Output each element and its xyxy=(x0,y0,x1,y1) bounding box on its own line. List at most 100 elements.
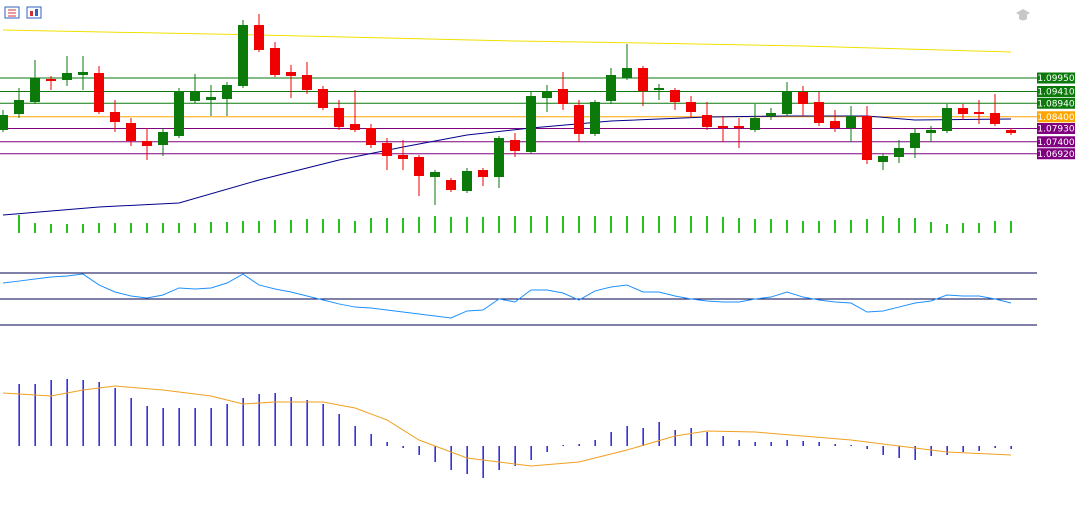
macd-bar xyxy=(354,426,356,446)
macd-bar xyxy=(818,442,820,446)
volume-bar xyxy=(850,220,852,233)
candle-body xyxy=(398,155,408,159)
macd-bar xyxy=(962,446,964,452)
candle-body xyxy=(558,89,568,104)
macd-bar xyxy=(610,432,612,446)
volume-bar xyxy=(130,223,132,233)
moving-average xyxy=(2,29,1012,53)
candle-body xyxy=(718,126,728,128)
macd-bar xyxy=(402,446,404,448)
volume-bar xyxy=(882,216,884,233)
level-label: 1.08400 xyxy=(1037,113,1074,123)
macd-bar xyxy=(786,440,788,446)
macd-bar xyxy=(322,404,324,446)
candle-body xyxy=(894,148,904,157)
macd-bar xyxy=(706,432,708,446)
candle-body xyxy=(0,115,8,130)
volume-bar xyxy=(834,220,836,233)
macd-bar xyxy=(866,446,868,449)
candle-body xyxy=(94,73,104,112)
volume-bar xyxy=(482,217,484,233)
macd-bar xyxy=(658,422,660,446)
volume-bar xyxy=(322,219,324,233)
candle-body xyxy=(142,141,152,146)
level-label-box xyxy=(1037,111,1075,123)
candle-body xyxy=(30,78,40,102)
candle-body xyxy=(478,170,488,177)
volume-bar xyxy=(162,223,164,233)
level-label-box xyxy=(1037,72,1075,84)
volume-bar xyxy=(962,223,964,233)
academy-icon-base xyxy=(1019,15,1027,21)
candle-body xyxy=(174,92,184,136)
list-icon[interactable] xyxy=(4,6,20,19)
macd-bar xyxy=(242,398,244,446)
candle-body xyxy=(494,138,504,177)
macd-bar xyxy=(466,446,468,474)
candle-body xyxy=(366,128,376,145)
candle-body xyxy=(510,140,520,151)
candle-body xyxy=(414,157,424,176)
macd-bar xyxy=(690,428,692,446)
volume-bar xyxy=(98,223,100,233)
volume-bar xyxy=(546,216,548,233)
volume-bar xyxy=(418,217,420,233)
volume-bar xyxy=(50,224,52,233)
macd-bar xyxy=(450,446,452,470)
volume-bar xyxy=(34,223,36,233)
macd-bar xyxy=(514,446,516,466)
volume-bar xyxy=(946,224,948,233)
volume-bar xyxy=(386,218,388,233)
volume-bar xyxy=(818,221,820,233)
level-label-box xyxy=(1037,86,1075,97)
candle-body xyxy=(302,75,312,90)
toolbar-icons xyxy=(4,6,1030,21)
macd-bar xyxy=(546,446,548,452)
candle-body xyxy=(1006,130,1016,133)
level-label: 1.08940 xyxy=(1037,99,1074,109)
volume-bar xyxy=(146,223,148,233)
level-label-box xyxy=(1037,148,1075,160)
volume-bar xyxy=(242,221,244,233)
candle-body xyxy=(670,90,680,102)
macd-bar xyxy=(146,406,148,446)
volume-bar xyxy=(66,224,68,233)
volume-bar xyxy=(898,218,900,233)
level-label: 1.07930 xyxy=(1037,125,1074,135)
macd-bar xyxy=(178,408,180,446)
volume-bar xyxy=(338,219,340,233)
candle-body xyxy=(254,25,264,50)
macd-bar xyxy=(754,442,756,446)
icon-bar xyxy=(35,9,38,16)
volume-bar xyxy=(866,219,868,233)
volume-bar xyxy=(258,221,260,233)
macd-bar xyxy=(290,397,292,446)
candle-body xyxy=(350,124,360,130)
macd-bar xyxy=(434,446,436,462)
macd-bar xyxy=(194,408,196,446)
macd-bar xyxy=(674,430,676,446)
rsi-line xyxy=(2,273,1012,319)
candle-body xyxy=(814,102,824,123)
candle-body xyxy=(862,116,872,160)
volume-bar xyxy=(562,216,564,233)
volume-bar xyxy=(1010,221,1012,233)
macd-bar xyxy=(578,444,580,446)
macd-bar xyxy=(594,440,596,446)
chart-icon[interactable] xyxy=(26,6,42,19)
volume-bar xyxy=(18,215,20,233)
macd-bar xyxy=(18,384,20,446)
candle-body xyxy=(574,105,584,134)
macd-bar xyxy=(482,446,484,478)
volume-bar xyxy=(226,222,228,233)
macd-bar xyxy=(722,436,724,446)
macd-bar xyxy=(914,446,916,460)
candle-body xyxy=(334,108,344,127)
macd-bar xyxy=(850,445,852,446)
level-label-box xyxy=(1037,123,1075,134)
volume-bar xyxy=(514,216,516,233)
macd-bar xyxy=(642,428,644,446)
macd-bar xyxy=(386,442,388,446)
level-label-box xyxy=(1037,136,1075,148)
macd-bar xyxy=(498,446,500,470)
